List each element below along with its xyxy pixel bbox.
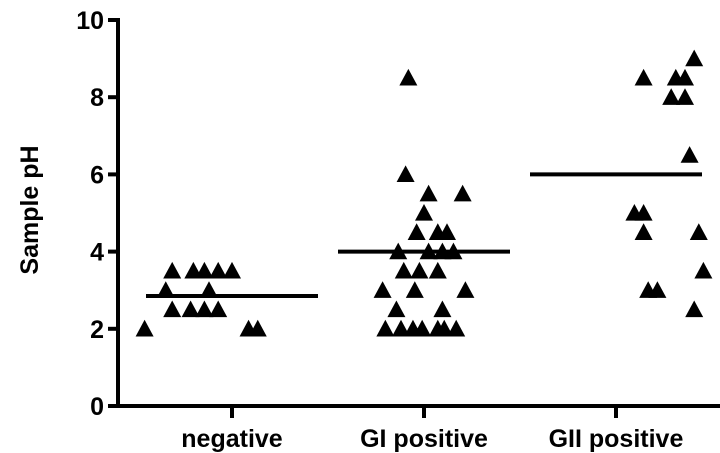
axes <box>116 18 720 408</box>
data-point-gi-positive <box>413 319 432 337</box>
data-point-gii-positive <box>694 261 713 279</box>
y-tick-label: 10 <box>76 7 104 35</box>
data-point-gi-positive <box>405 281 424 298</box>
data-point-negative <box>163 261 182 279</box>
data-point-gi-positive <box>415 204 433 221</box>
median-lines <box>146 172 702 298</box>
x-ticks: negative GI positive GII positive <box>181 406 683 453</box>
data-point-negative <box>163 300 182 318</box>
data-point-negative <box>200 281 218 298</box>
data-point-negative <box>248 319 267 337</box>
data-point-gii-positive <box>662 88 681 105</box>
data-point-gi-positive <box>435 319 454 337</box>
data-point-gi-positive <box>419 184 438 202</box>
data-point-gi-positive <box>433 300 452 318</box>
data-point-gii-positive <box>676 88 694 105</box>
data-points <box>135 49 713 337</box>
data-point-gii-positive <box>634 223 653 240</box>
data-point-negative <box>181 300 200 318</box>
data-point-negative <box>156 281 175 298</box>
data-point-gii-positive <box>634 68 653 86</box>
data-point-negative <box>195 261 214 279</box>
data-point-gii-positive <box>689 223 708 240</box>
data-point-gi-positive <box>399 68 418 86</box>
data-point-gii-positive <box>680 146 699 163</box>
data-point-gi-positive <box>392 319 410 337</box>
y-axis-label: Sample pH <box>16 145 44 274</box>
data-point-gii-positive <box>676 68 694 86</box>
x-category-label: GI positive <box>360 425 488 453</box>
data-point-gi-positive <box>387 300 406 318</box>
data-point-gi-positive <box>394 261 413 279</box>
data-point-negative <box>209 300 228 318</box>
data-point-gi-positive <box>453 184 472 202</box>
data-point-gi-positive <box>428 261 447 279</box>
data-point-gi-positive <box>376 319 395 337</box>
y-tick-label: 6 <box>90 161 104 189</box>
data-point-gii-positive <box>634 204 653 221</box>
y-tick-label: 2 <box>90 316 104 344</box>
x-category-label: negative <box>181 425 283 453</box>
y-ticks: 0 2 4 6 8 10 <box>76 7 118 421</box>
x-category-label: GII positive <box>549 425 684 453</box>
data-point-gii-positive <box>685 300 704 318</box>
y-tick-label: 0 <box>90 393 104 421</box>
data-point-gi-positive <box>410 261 429 279</box>
y-tick-label: 4 <box>90 239 104 267</box>
y-tick-label: 8 <box>90 84 104 112</box>
data-point-gi-positive <box>407 223 426 240</box>
data-point-negative <box>195 300 214 318</box>
data-point-gii-positive <box>648 281 667 298</box>
data-point-negative <box>223 261 241 279</box>
data-point-negative <box>209 261 228 279</box>
data-point-gi-positive <box>396 165 415 183</box>
data-point-negative <box>135 319 154 337</box>
data-point-gi-positive <box>373 281 392 298</box>
data-point-gi-positive <box>456 281 475 298</box>
data-point-gi-positive <box>438 223 456 240</box>
data-point-gi-positive <box>447 319 466 337</box>
data-point-gii-positive <box>685 49 704 67</box>
